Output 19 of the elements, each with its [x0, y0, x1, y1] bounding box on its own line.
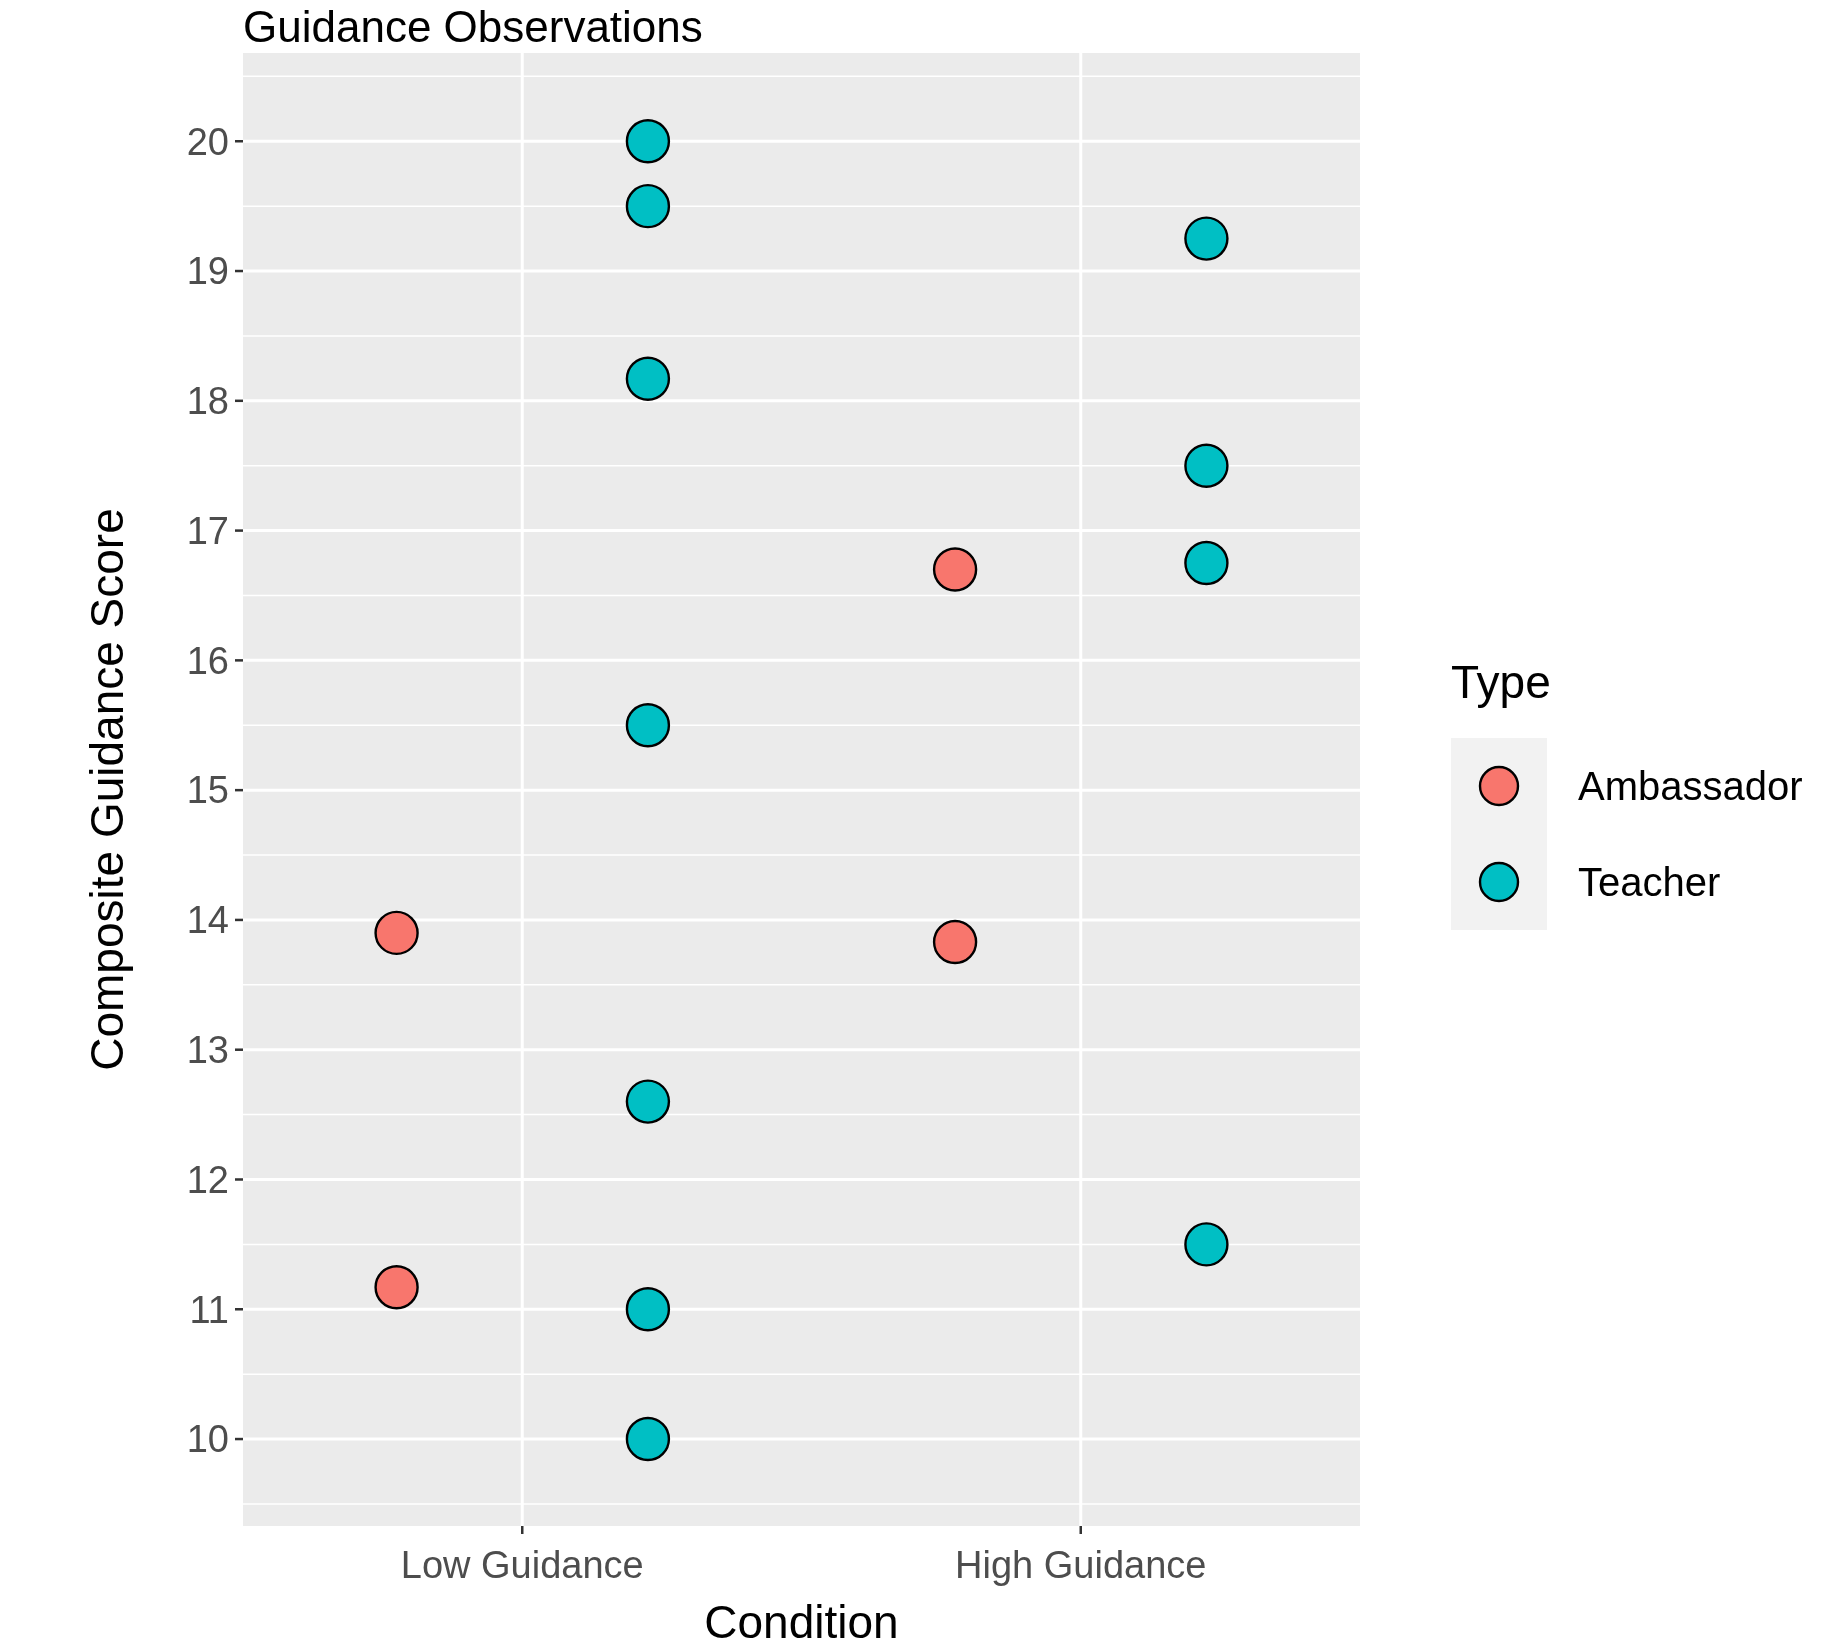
y-axis-title: Composite Guidance Score	[81, 508, 133, 1071]
y-tick-label: 14	[186, 899, 229, 942]
x-tick-label: High Guidance	[955, 1544, 1207, 1586]
x-axis-title: Condition	[704, 1596, 899, 1648]
y-tick-label: 11	[189, 1288, 229, 1331]
y-tick-label: 16	[186, 639, 229, 682]
y-tick-label: 13	[186, 1029, 229, 1072]
y-tick-label: 19	[186, 250, 229, 293]
y-tick-label: 12	[186, 1158, 229, 1201]
y-tick-label: 15	[186, 769, 229, 812]
x-tick-label: Low Guidance	[400, 1544, 644, 1586]
chart-title: Guidance Observations	[243, 2, 703, 51]
legend-label: Teacher	[1578, 860, 1721, 904]
y-tick-label: 17	[186, 509, 229, 552]
y-tick-label: 20	[186, 120, 229, 163]
y-tick-label: 10	[186, 1418, 229, 1461]
legend-title: Type	[1451, 656, 1551, 708]
y-tick-label: 18	[186, 380, 229, 423]
legend-label: Ambassador	[1578, 764, 1803, 808]
